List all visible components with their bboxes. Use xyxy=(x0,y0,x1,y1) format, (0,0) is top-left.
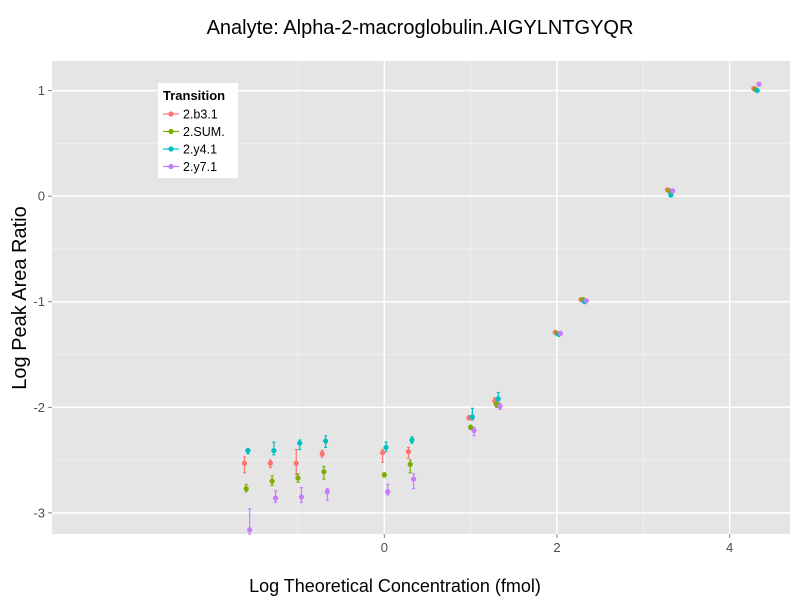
data-point xyxy=(245,447,251,454)
data-point xyxy=(469,414,475,420)
data-point xyxy=(385,489,391,495)
y-tick-label: -3 xyxy=(33,505,45,520)
data-point xyxy=(383,444,389,451)
data-point xyxy=(754,87,760,94)
legend-key-point xyxy=(168,128,174,135)
data-point xyxy=(271,447,277,454)
data-point xyxy=(379,450,386,456)
data-point xyxy=(583,298,589,304)
legend-key-point xyxy=(168,146,174,152)
legend-label: 2.y7.1 xyxy=(183,160,217,174)
data-point xyxy=(324,489,330,495)
data-point xyxy=(298,494,305,500)
data-point xyxy=(409,437,415,443)
legend-key-point xyxy=(168,111,174,117)
x-axis-label: Log Theoretical Concentration (fmol) xyxy=(249,576,541,596)
y-tick-label: -1 xyxy=(33,294,45,309)
y-axis: -3 -2 -1 0 1 xyxy=(33,83,52,520)
x-axis: 0 2 4 xyxy=(381,534,733,555)
data-point xyxy=(323,438,329,444)
data-point xyxy=(272,495,279,501)
legend: Transition 2.b3.1 2.SUM. 2.y4.1 2.y7.1 xyxy=(158,83,238,178)
data-point xyxy=(243,486,249,492)
data-point xyxy=(267,460,273,466)
data-point xyxy=(471,427,477,434)
data-point xyxy=(557,330,564,336)
y-tick-label: 0 xyxy=(38,189,45,204)
data-point xyxy=(411,476,417,482)
data-point xyxy=(297,440,303,446)
y-axis-label: Log Peak Area Ratio xyxy=(9,206,31,389)
data-point xyxy=(670,188,676,194)
legend-title: Transition xyxy=(163,88,225,103)
data-point xyxy=(381,472,387,478)
data-point xyxy=(756,81,762,87)
data-point xyxy=(468,424,474,430)
y-tick-label: 1 xyxy=(38,83,45,98)
data-points xyxy=(241,81,762,533)
data-point xyxy=(497,403,503,409)
data-point xyxy=(405,449,412,455)
x-tick-label: 0 xyxy=(381,540,388,555)
major-grid xyxy=(52,61,790,534)
y-tick-label: -2 xyxy=(33,400,45,415)
x-tick-label: 4 xyxy=(726,540,733,555)
legend-label: 2.b3.1 xyxy=(183,108,218,122)
data-point xyxy=(241,460,248,466)
legend-label: 2.y4.1 xyxy=(183,143,217,157)
data-point xyxy=(495,396,501,402)
legend-label: 2.SUM. xyxy=(183,125,225,139)
data-point xyxy=(295,475,301,481)
legend-items: 2.b3.1 2.SUM. 2.y4.1 2.y7.1 xyxy=(163,108,225,174)
data-point xyxy=(293,460,299,466)
data-point xyxy=(269,478,275,484)
data-point xyxy=(668,192,674,198)
x-tick-label: 2 xyxy=(553,540,560,555)
data-point xyxy=(321,469,327,475)
data-point xyxy=(319,451,325,457)
chart-title: Analyte: Alpha-2-macroglobulin.AIGYLNTGY… xyxy=(207,17,634,39)
legend-key-point xyxy=(168,163,174,170)
data-point xyxy=(247,527,253,533)
data-point xyxy=(407,461,413,467)
minor-grid xyxy=(52,61,790,534)
